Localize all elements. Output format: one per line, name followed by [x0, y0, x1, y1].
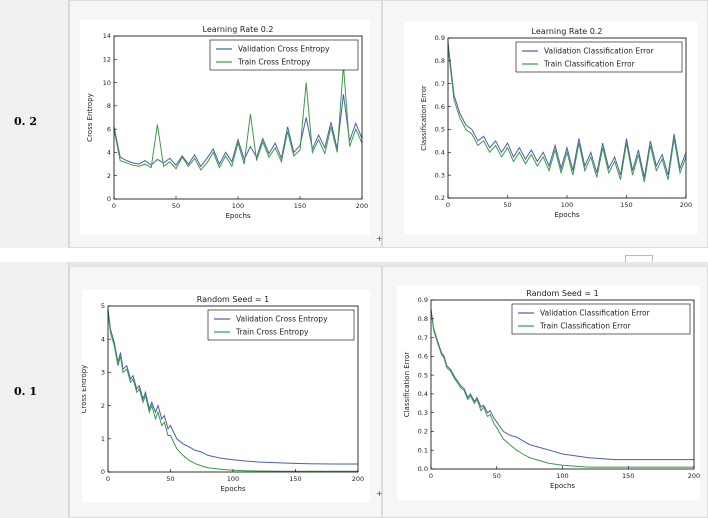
chart-title: Learning Rate 0.2	[203, 25, 274, 34]
y-tick-label: 14	[103, 32, 111, 40]
y-tick-label: 0.8	[418, 315, 428, 323]
x-tick-label: 150	[289, 475, 301, 483]
chart-title: Learning Rate 0.2	[532, 27, 603, 36]
legend-label: Train Cross Entropy	[235, 328, 309, 337]
series-line-train	[107, 312, 358, 472]
y-tick-label: 12	[103, 55, 111, 63]
y-tick-label: 2	[107, 172, 111, 180]
y-tick-label: 6	[107, 125, 111, 133]
x-tick-label: 0	[429, 472, 433, 480]
x-tick-label: 50	[503, 201, 511, 209]
legend-label: Train Cross Entropy	[237, 58, 311, 67]
legend-label: Validation Cross Entropy	[238, 45, 330, 54]
chart-lr02-cross-entropy: Learning Rate 0.2 0 50 100 150 200 0 2 4 6 8 10 12 14…	[80, 20, 370, 235]
y-tick-label: 0.5	[435, 126, 445, 134]
x-tick-label: 100	[232, 202, 244, 210]
y-tick-label: 0	[107, 195, 111, 203]
x-axis-label: Epochs	[225, 212, 250, 220]
y-tick-label: 0.6	[435, 103, 445, 111]
y-tick-label: 0.4	[418, 390, 428, 398]
y-tick-label: 0.3	[418, 409, 428, 417]
y-tick-label: 5	[101, 302, 105, 310]
x-tick-label: 50	[172, 202, 180, 210]
legend-box	[511, 303, 691, 335]
x-tick-label: 150	[294, 202, 306, 210]
y-tick-label: 0.0	[418, 465, 428, 473]
y-tick-label: 4	[107, 149, 111, 157]
series-line-validation	[430, 309, 694, 461]
legend-box	[207, 309, 355, 341]
row-label: 0. 1	[14, 385, 37, 398]
y-tick-label: 0.6	[418, 353, 428, 361]
cell-marker: +	[376, 234, 383, 243]
row-label-cell: 0. 2	[0, 0, 69, 248]
y-tick-label: 0.9	[418, 296, 428, 304]
x-tick-label: 100	[561, 201, 573, 209]
x-tick-label: 100	[556, 472, 568, 480]
y-tick-label: 0.4	[435, 148, 445, 156]
y-axis-label: Classification Error	[420, 85, 428, 151]
legend-box	[209, 39, 359, 71]
y-tick-label: 1	[101, 435, 105, 443]
legend-label: Validation Classification Error	[544, 47, 655, 56]
y-tick-label: 0.9	[435, 34, 445, 42]
x-tick-label: 0	[106, 475, 110, 483]
y-tick-label: 3	[101, 369, 105, 377]
y-axis-label: Cross Entropy	[82, 365, 88, 414]
y-tick-label: 0.7	[435, 80, 445, 88]
y-tick-label: 0.7	[418, 334, 428, 342]
legend-label: Train Classification Error	[539, 322, 632, 331]
chart-seed1-cross-entropy: Random Seed = 1 0 50 100 150 200 0 1 2 3 4 5 Epochs C…	[82, 290, 370, 502]
y-tick-label: 10	[103, 79, 111, 87]
y-axis-label: Classification Error	[403, 352, 411, 418]
y-axis-label: Cross Entropy	[86, 93, 94, 142]
x-tick-label: 0	[112, 202, 116, 210]
legend-label: Validation Cross Entropy	[236, 315, 328, 324]
x-tick-label: 50	[166, 475, 174, 483]
row-label-cell: 0. 1	[0, 262, 69, 518]
chart-title: Random Seed = 1	[526, 289, 599, 298]
series-line-train	[430, 309, 694, 468]
y-tick-label: 0.2	[435, 194, 445, 202]
y-tick-label: 0.2	[418, 428, 428, 436]
chart-lr02-classification-error: Learning Rate 0.2 0 50 100 150 200 0.2 0.3 0.4 0.…	[404, 22, 698, 234]
series-line-train	[113, 65, 363, 171]
series-line-validation	[113, 94, 363, 168]
x-tick-label: 50	[493, 472, 501, 480]
x-tick-label: 200	[356, 202, 368, 210]
cell-marker: +	[376, 489, 383, 498]
series-line-validation	[107, 309, 358, 465]
y-tick-label: 8	[107, 102, 111, 110]
chart-title: Random Seed = 1	[197, 295, 270, 304]
chart-seed1-classification-error: Random Seed = 1 0 50 100 150 200 0.0 0.1 0.2 0.3 0…	[397, 286, 700, 500]
x-tick-label: 150	[622, 472, 634, 480]
x-axis-label: Epochs	[554, 211, 579, 219]
x-axis-label: Epochs	[550, 482, 575, 490]
series-line-train	[447, 47, 687, 183]
x-tick-label: 200	[680, 201, 692, 209]
y-tick-label: 0.3	[435, 171, 445, 179]
y-tick-label: 0.8	[435, 57, 445, 65]
y-tick-label: 2	[101, 402, 105, 410]
y-tick-label: 0.5	[418, 371, 428, 379]
row-separator	[0, 248, 708, 258]
y-tick-label: 0	[101, 468, 105, 476]
x-tick-label: 200	[352, 475, 364, 483]
row-label: 0. 2	[14, 115, 37, 128]
series-line-validation	[447, 42, 687, 178]
x-axis-label: Epochs	[220, 485, 245, 493]
y-tick-label: 0.1	[418, 446, 428, 454]
x-tick-label: 0	[446, 201, 450, 209]
x-tick-label: 150	[620, 201, 632, 209]
x-tick-label: 200	[688, 472, 700, 480]
legend-label: Validation Classification Error	[540, 309, 651, 318]
legend-box	[515, 41, 683, 73]
legend-label: Train Classification Error	[543, 60, 636, 69]
x-tick-label: 100	[227, 475, 239, 483]
y-tick-label: 4	[101, 335, 105, 343]
